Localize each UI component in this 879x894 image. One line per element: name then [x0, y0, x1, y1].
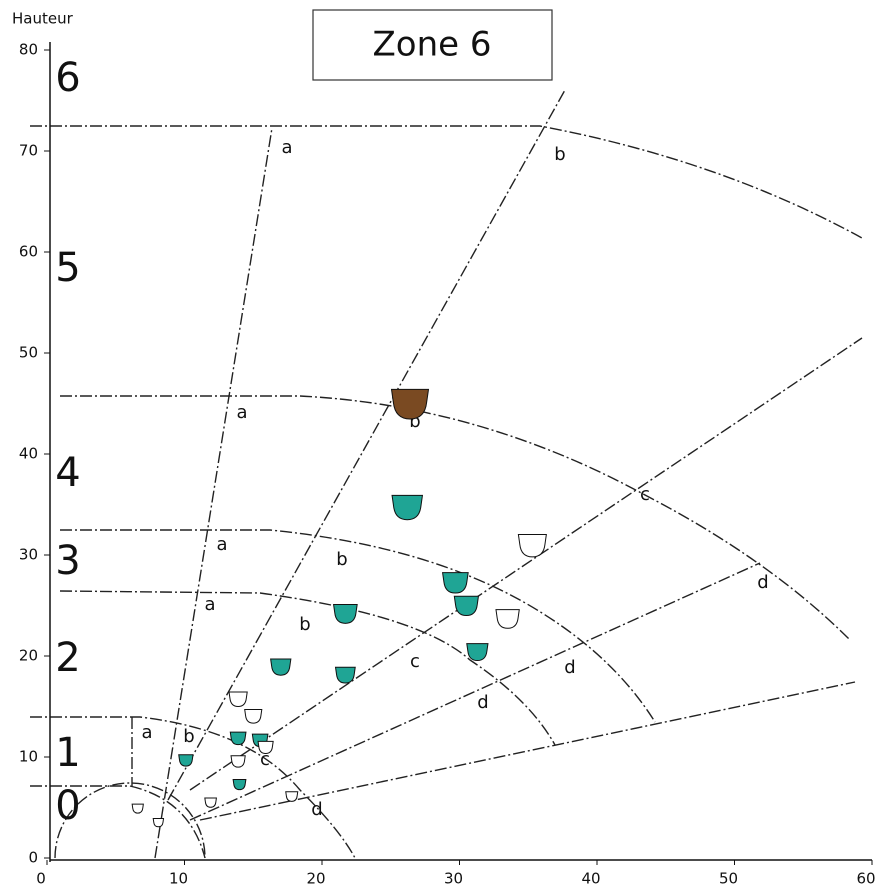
guides	[30, 89, 863, 859]
zone-letter: b	[554, 144, 565, 165]
zone-letter: c	[410, 651, 420, 672]
y-tick-label: 10	[19, 748, 38, 766]
zone-letter: c	[640, 484, 650, 505]
vessel	[391, 494, 424, 521]
vessel	[334, 666, 356, 684]
vessel	[332, 603, 358, 624]
x-tick-label: 30	[444, 870, 463, 888]
zone-label: 5	[55, 245, 80, 291]
zone-label: 4	[55, 450, 80, 496]
y-tick-label: 80	[19, 41, 38, 59]
vessel	[453, 595, 480, 617]
vessel	[229, 731, 247, 746]
vessel	[232, 778, 247, 791]
zone-label: 6	[55, 55, 80, 101]
vessel	[270, 658, 292, 676]
zone-label: 1	[55, 730, 80, 776]
x-tick-label: 20	[306, 870, 325, 888]
zone-letter: d	[757, 572, 768, 593]
zone-letter: b	[299, 614, 310, 635]
y-tick-label: 0	[28, 849, 38, 867]
zone-label: 3	[55, 538, 80, 584]
zone-letter: c	[260, 749, 270, 770]
title-box	[312, 9, 553, 81]
zone-letter: d	[564, 657, 575, 678]
vessel	[390, 388, 430, 420]
vessel	[228, 691, 248, 707]
vessel	[495, 609, 520, 629]
vessel	[466, 643, 489, 662]
zone-letter: a	[281, 137, 292, 158]
zone-label: 2	[55, 635, 80, 681]
vessel	[441, 572, 469, 594]
vessel	[230, 755, 246, 768]
vessel	[204, 797, 217, 808]
zone-letter: b	[409, 411, 420, 432]
zone-letter: d	[477, 692, 488, 713]
x-tick-label: 50	[719, 870, 738, 888]
vessel	[285, 791, 299, 802]
vessel	[517, 533, 547, 558]
y-tick-label: 60	[19, 243, 38, 261]
y-axis-title: Hauteur	[12, 10, 74, 28]
vessel	[178, 754, 194, 767]
zone-label: 0	[55, 783, 80, 829]
zone-letter: a	[216, 534, 227, 555]
y-tick-label: 40	[19, 445, 38, 463]
x-tick-label: 0	[36, 870, 46, 888]
vessel	[131, 803, 144, 814]
y-tick-label: 70	[19, 142, 38, 160]
x-tick-label: 60	[856, 870, 875, 888]
zone-letter: b	[183, 726, 194, 747]
zone-letter: b	[336, 549, 347, 570]
zone-letter: a	[236, 402, 247, 423]
zone-letter: a	[141, 722, 152, 743]
zone-letter: d	[311, 799, 322, 820]
vessel	[152, 818, 165, 828]
y-tick-label: 20	[19, 647, 38, 665]
chart-title: Zone 6	[373, 25, 492, 65]
y-tick-label: 30	[19, 546, 38, 564]
x-tick-label: 40	[581, 870, 600, 888]
zone-letter: a	[204, 594, 215, 615]
x-tick-label: 10	[169, 870, 188, 888]
vessel	[257, 740, 274, 754]
vessel	[244, 708, 263, 724]
y-tick-label: 50	[19, 344, 38, 362]
